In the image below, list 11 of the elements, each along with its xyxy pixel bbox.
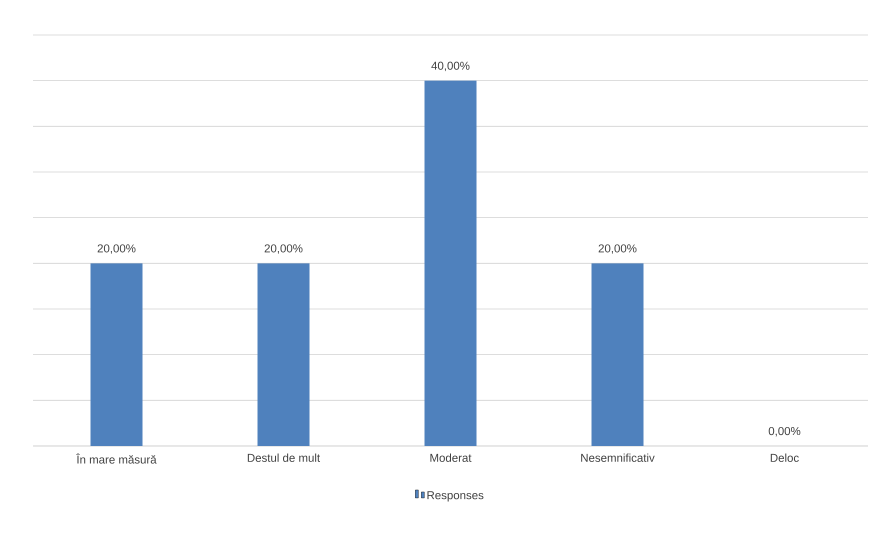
data-label: 20,00% (264, 244, 303, 254)
x-tick-label: În mare măsură (76, 454, 157, 464)
data-label: 40,00% (431, 62, 470, 72)
data-label: 20,00% (98, 244, 136, 254)
data-label: 20,00% (598, 244, 637, 254)
x-tick-label: Nesemnificativ (581, 454, 655, 462)
data-label: 0,00% (768, 427, 800, 436)
x-tick-label: Moderat (430, 454, 472, 462)
x-tick-label: Deloc (770, 454, 799, 462)
legend-label: Responses (427, 491, 484, 502)
x-tick-label: Destul de mult (248, 454, 320, 462)
